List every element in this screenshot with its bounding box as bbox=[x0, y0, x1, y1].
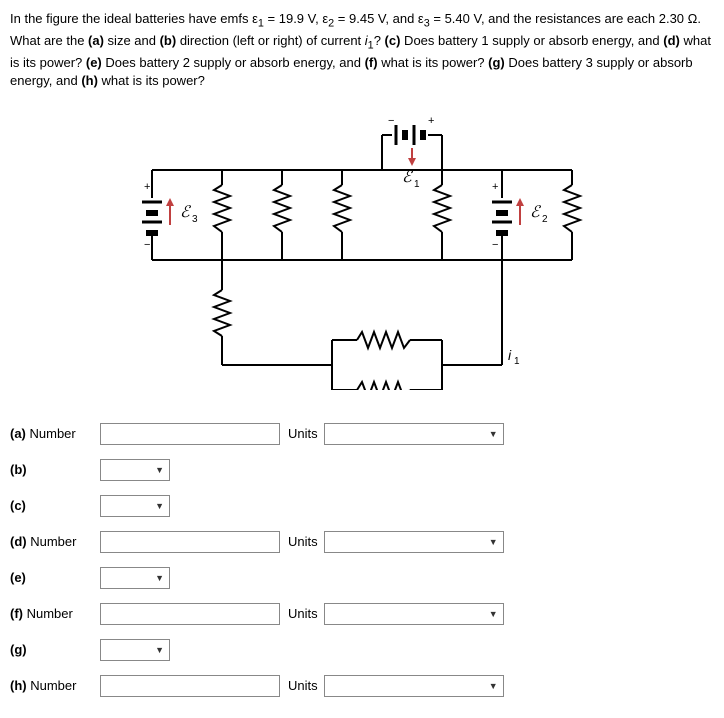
text: In the figure the ideal batteries have e… bbox=[10, 11, 258, 26]
answer-g: (g) bbox=[10, 636, 714, 664]
svg-text:3: 3 bbox=[192, 214, 198, 225]
svg-text:−: − bbox=[492, 239, 498, 251]
f-units-select[interactable] bbox=[324, 603, 504, 625]
circuit-diagram: + − ℰ 3 − + ℰ 1 bbox=[132, 110, 592, 390]
h-units-select[interactable] bbox=[324, 675, 504, 697]
part-c-label: (c) bbox=[10, 498, 100, 513]
units-label: Units bbox=[288, 606, 318, 621]
answer-c: (c) bbox=[10, 492, 714, 520]
svg-text:ℰ: ℰ bbox=[530, 204, 542, 221]
e-select[interactable] bbox=[100, 567, 170, 589]
f-number-input[interactable] bbox=[100, 603, 280, 625]
units-label: Units bbox=[288, 426, 318, 441]
svg-text:+: + bbox=[492, 181, 498, 193]
part-b-label: (b) bbox=[10, 462, 100, 477]
answer-b: (b) bbox=[10, 456, 714, 484]
label-e3: ℰ bbox=[180, 204, 192, 221]
part-g-label: (g) bbox=[10, 642, 100, 657]
part-f-label: (f) Number bbox=[10, 606, 100, 621]
units-label: Units bbox=[288, 678, 318, 693]
b-select[interactable] bbox=[100, 459, 170, 481]
svg-text:−: − bbox=[388, 115, 394, 127]
c-select[interactable] bbox=[100, 495, 170, 517]
problem-statement: In the figure the ideal batteries have e… bbox=[10, 10, 714, 90]
svg-text:ℰ: ℰ bbox=[402, 169, 414, 186]
part-d-label: (d) Number bbox=[10, 534, 100, 549]
a-number-input[interactable] bbox=[100, 423, 280, 445]
h-number-input[interactable] bbox=[100, 675, 280, 697]
g-select[interactable] bbox=[100, 639, 170, 661]
units-label: Units bbox=[288, 534, 318, 549]
a-units-select[interactable] bbox=[324, 423, 504, 445]
part-e-label: (e) bbox=[10, 570, 100, 585]
circuit-svg: + − ℰ 3 − + ℰ 1 bbox=[132, 110, 592, 390]
answer-h: (h) Number Units bbox=[10, 672, 714, 700]
answers-section: (a) Number Units (b) (c) (d) Number Unit… bbox=[10, 420, 714, 700]
d-number-input[interactable] bbox=[100, 531, 280, 553]
answer-e: (e) bbox=[10, 564, 714, 592]
answer-a: (a) Number Units bbox=[10, 420, 714, 448]
svg-text:1: 1 bbox=[414, 179, 420, 190]
part-h-label: (h) Number bbox=[10, 678, 100, 693]
svg-text:+: + bbox=[144, 181, 150, 193]
svg-text:1: 1 bbox=[514, 356, 520, 367]
svg-text:−: − bbox=[144, 239, 150, 251]
svg-text:+: + bbox=[428, 115, 434, 127]
answer-f: (f) Number Units bbox=[10, 600, 714, 628]
d-units-select[interactable] bbox=[324, 531, 504, 553]
svg-text:i: i bbox=[508, 347, 512, 363]
answer-d: (d) Number Units bbox=[10, 528, 714, 556]
svg-text:2: 2 bbox=[542, 214, 548, 225]
part-a-label: (a) Number bbox=[10, 426, 100, 441]
